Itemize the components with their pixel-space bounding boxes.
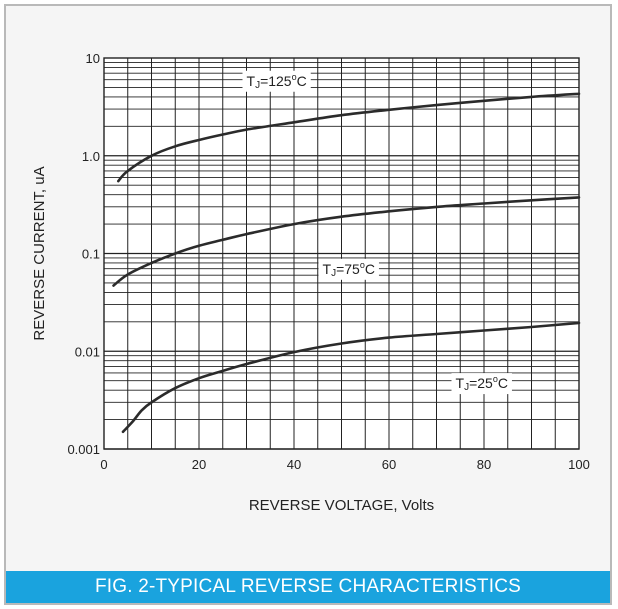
x-tick-label: 80 bbox=[477, 457, 491, 472]
plot-border bbox=[103, 57, 580, 450]
y-tick-label: 0.001 bbox=[67, 442, 100, 457]
curve-label-background bbox=[318, 258, 379, 280]
curve-label-2: TJ=75oC bbox=[318, 258, 379, 280]
tick-labels: 0 20 40 60 80 100 0.001 0.01 0.1 1.0 10 bbox=[67, 51, 589, 472]
figure-caption: FIG. 2-TYPICAL REVERSE CHARACTERISTICS bbox=[6, 571, 610, 603]
x-axis-title: REVERSE VOLTAGE, Volts bbox=[249, 497, 434, 514]
y-tick-label: 0.01 bbox=[75, 344, 100, 359]
grid-lines bbox=[103, 57, 580, 450]
x-tick-label: 40 bbox=[287, 457, 301, 472]
x-tick-label: 20 bbox=[192, 457, 206, 472]
x-tick-label: 60 bbox=[382, 457, 396, 472]
curve-series-2 bbox=[112, 196, 581, 287]
curve-label-text: TJ=75oC bbox=[323, 260, 375, 279]
curve-label-background bbox=[451, 373, 512, 395]
curve-series-3 bbox=[121, 321, 581, 434]
y-tick-label: 10 bbox=[86, 51, 100, 66]
y-axis-title: REVERSE CURRENT, uA bbox=[31, 166, 48, 340]
reverse-characteristics-chart: TJ=125oC TJ=75oC TJ=25oC 0 20 40 60 80 100 0.001… bbox=[31, 51, 590, 514]
curve-label-1: TJ=125oC bbox=[242, 70, 311, 92]
curve-label-text: TJ=125oC bbox=[247, 72, 307, 91]
curve-labels: TJ=125oC TJ=75oC TJ=25oC bbox=[242, 70, 512, 395]
x-tick-label: 0 bbox=[100, 457, 107, 472]
curves bbox=[112, 92, 581, 434]
curve-label-background bbox=[242, 70, 311, 92]
curve-series-1 bbox=[117, 92, 581, 183]
curve-label-3: TJ=25oC bbox=[451, 373, 512, 395]
y-tick-label: 0.1 bbox=[82, 247, 100, 262]
x-tick-label: 100 bbox=[568, 457, 590, 472]
curve-label-text: TJ=25oC bbox=[456, 374, 508, 393]
y-tick-label: 1.0 bbox=[82, 149, 100, 164]
